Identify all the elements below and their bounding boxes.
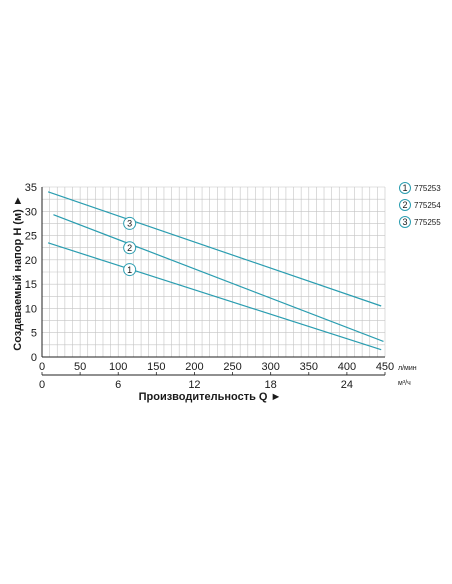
x-tick-label: 200: [185, 361, 203, 373]
x-axis-title: Производительность Q ►: [139, 391, 282, 403]
series-marker-label-2: 2: [127, 243, 132, 253]
x-tick-label: 50: [74, 361, 86, 373]
y-tick-label: 0: [31, 352, 37, 364]
y-tick-label: 15: [25, 279, 37, 291]
y-tick-label: 10: [25, 303, 37, 315]
legend-entry-3: 775255: [414, 218, 441, 227]
y-tick-label: 20: [25, 255, 37, 267]
y-axis-title: Создаваемый напор H (м) ►: [12, 195, 24, 350]
x-tick-label: 300: [261, 361, 279, 373]
chart-series-markers: 1 2 3: [123, 216, 137, 277]
x2-tick-label: 12: [188, 379, 200, 391]
x-tick-label: 350: [300, 361, 318, 373]
chart-series-lines: [47, 191, 384, 351]
x-tick-label: 450: [376, 361, 394, 373]
y-tick-label: 30: [25, 206, 37, 218]
legend-entry-2: 775254: [414, 201, 441, 210]
legend-marker-label-2: 2: [402, 200, 407, 210]
y-tick-label: 5: [31, 328, 37, 340]
x2-tick-label: 0: [39, 379, 45, 391]
legend-marker-label-1: 1: [402, 183, 407, 193]
x2-tick-label: 18: [265, 379, 277, 391]
x-tick-label: 250: [223, 361, 241, 373]
x-tick-label: 400: [338, 361, 356, 373]
series-marker-label-1: 1: [127, 265, 132, 275]
chart-axes: [41, 187, 386, 376]
x-tick-label: 150: [147, 361, 165, 373]
x2-tick-label: 6: [115, 379, 121, 391]
x2-unit-label: м³/ч: [398, 380, 411, 387]
y-tick-label: 35: [25, 182, 37, 194]
legend-entry-1: 775253: [414, 184, 441, 193]
series-line-3: [47, 191, 382, 307]
series-line-2: [53, 214, 384, 343]
chart-legend: 1 775253 2 775254 3 775255: [399, 182, 441, 228]
series-marker-1: [123, 263, 137, 277]
y-tick-label: 25: [25, 231, 37, 243]
series-marker-2: [123, 241, 137, 255]
series-marker-3: [123, 216, 137, 230]
legend-marker-1: [399, 182, 411, 194]
series-marker-label-3: 3: [127, 219, 132, 229]
chart-grid: [41, 186, 386, 358]
legend-marker-2: [399, 199, 411, 211]
legend-marker-3: [399, 216, 411, 228]
series-line-1: [47, 242, 382, 351]
x-tick-label: 0: [39, 361, 45, 373]
x-tick-label: 100: [109, 361, 127, 373]
x-unit-label: л/мин: [398, 365, 417, 372]
legend-marker-label-3: 3: [402, 217, 407, 227]
x2-tick-label: 24: [341, 379, 353, 391]
